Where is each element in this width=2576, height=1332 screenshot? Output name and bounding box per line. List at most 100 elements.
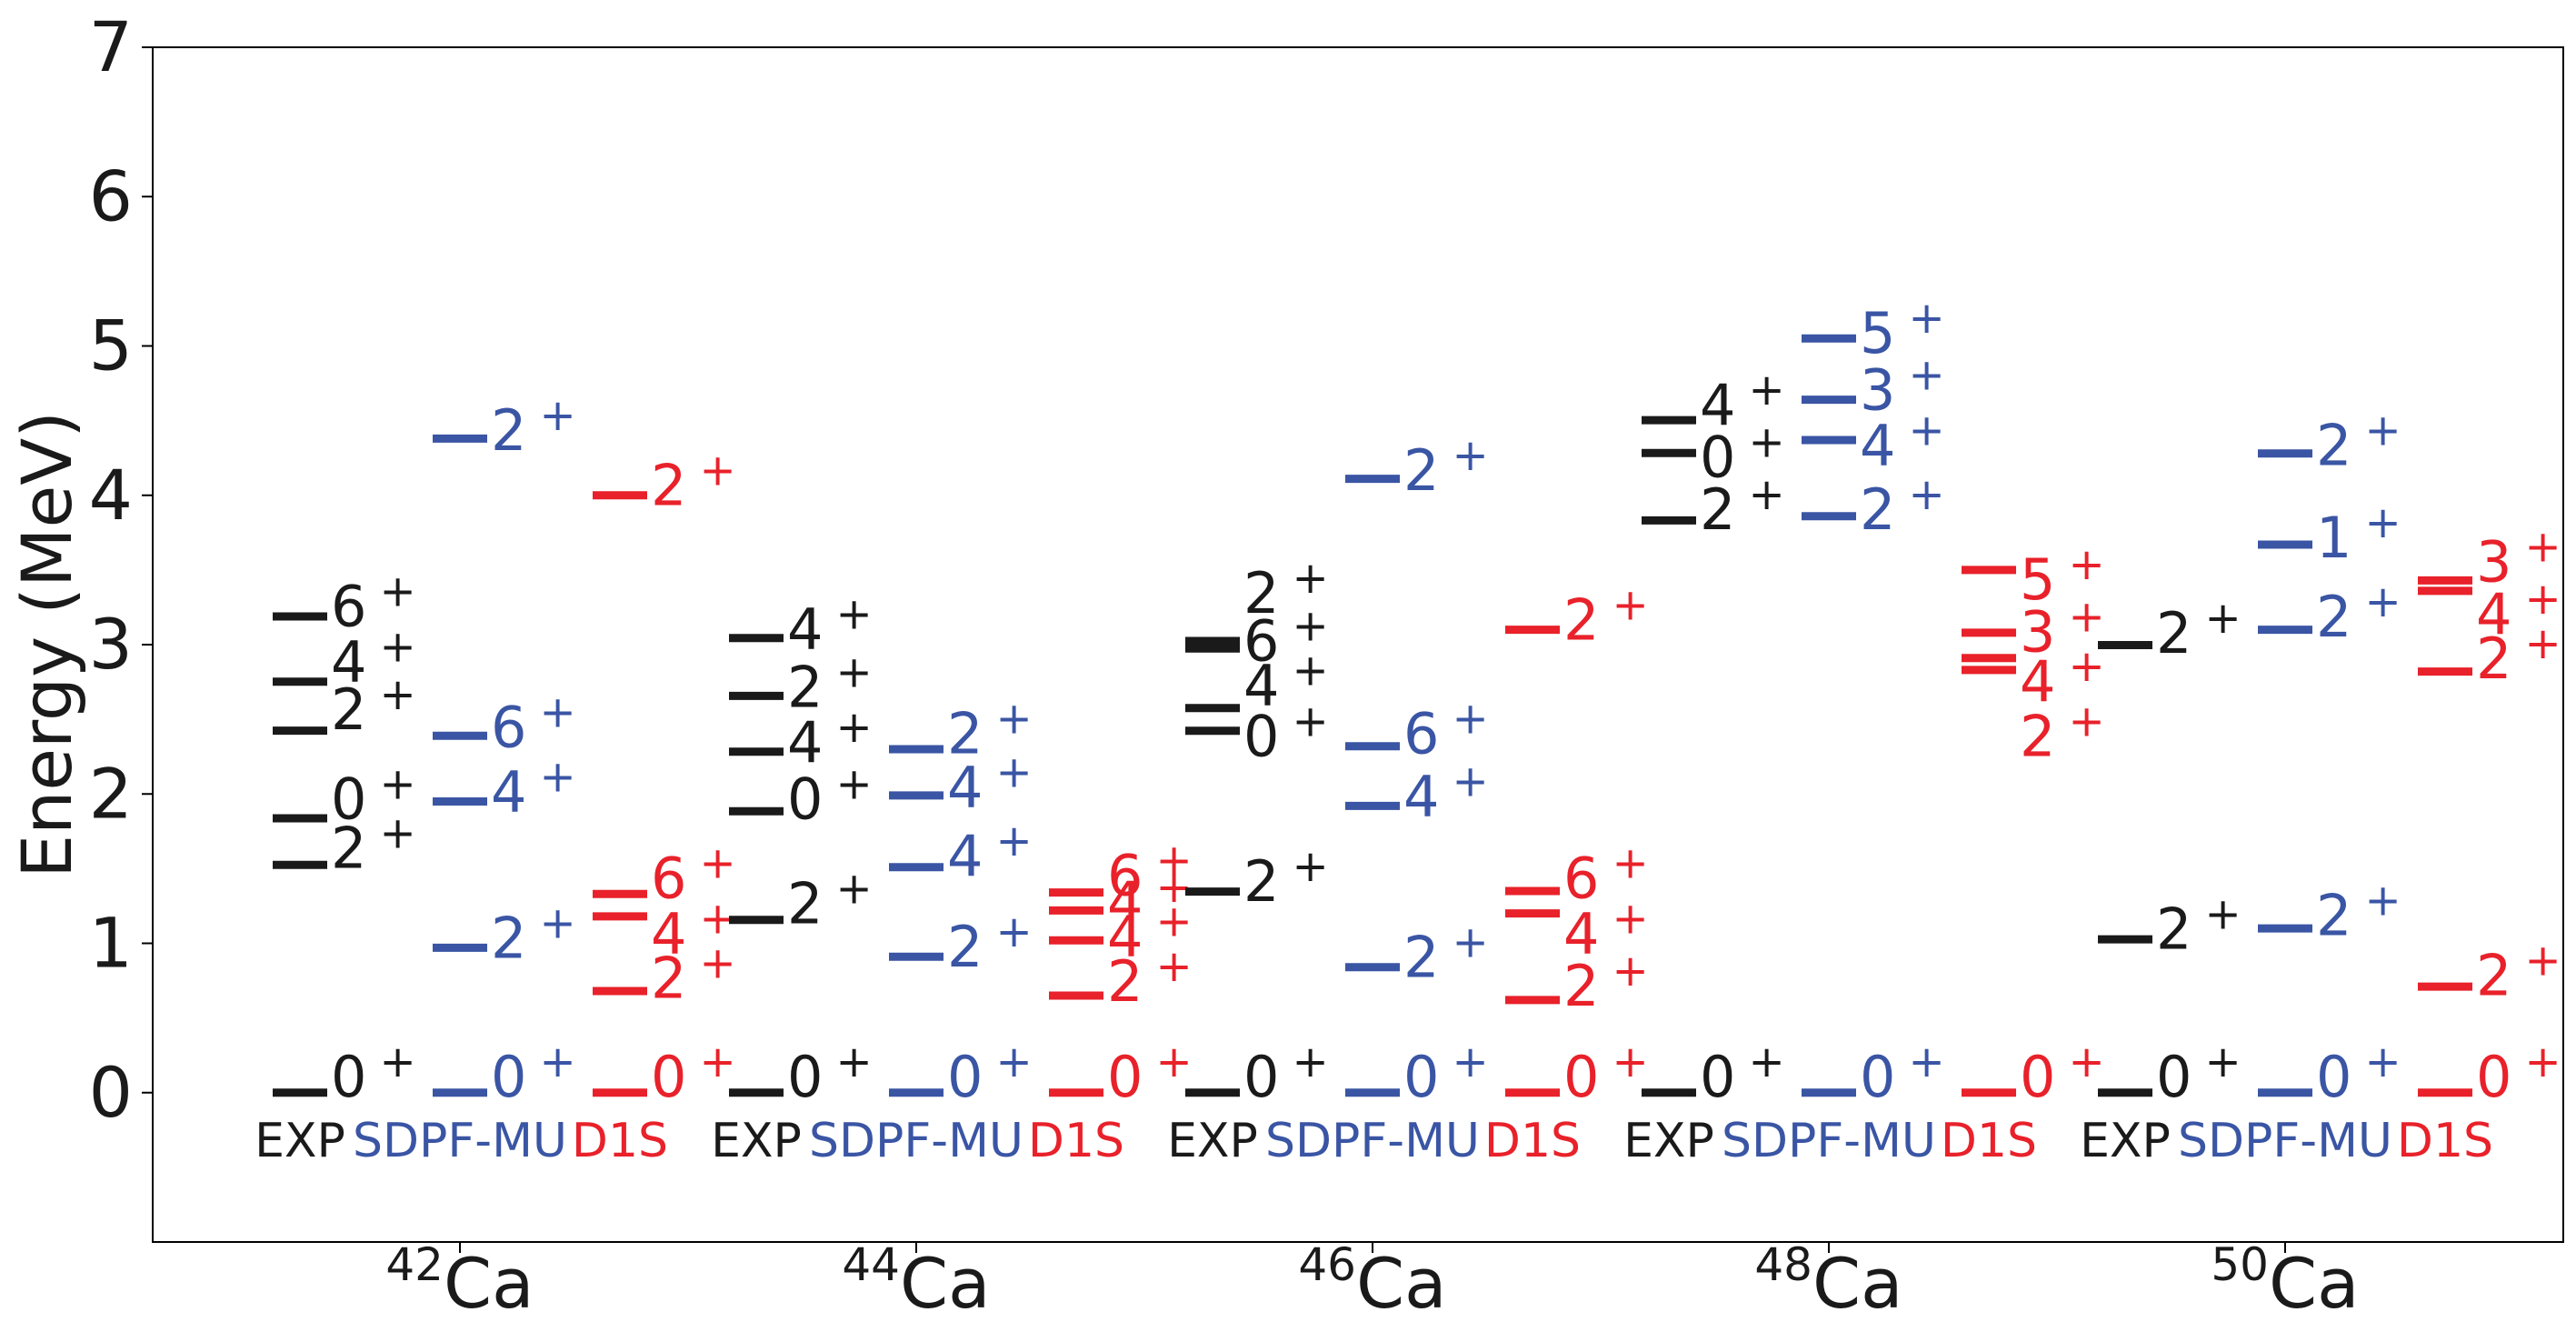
method-label-exp: EXP <box>1623 1114 1714 1168</box>
level-spin: 2 <box>787 871 823 937</box>
level-label: 0 + <box>2316 1037 2401 1110</box>
level-spin: 4 <box>1860 412 1895 478</box>
level-spin: 2 <box>1860 476 1895 543</box>
level-spin: 3 <box>2476 528 2511 595</box>
level-spin: 4 <box>491 758 526 825</box>
parity-sign: + <box>1452 430 1488 481</box>
level-spin: 1 <box>2316 505 2351 571</box>
parity-sign: + <box>2364 405 2401 456</box>
parity-sign: + <box>835 588 872 639</box>
level-label: 2 + <box>2020 696 2105 770</box>
level-label: 6 + <box>1107 835 1193 908</box>
level-label: 0 + <box>1243 696 1329 770</box>
parity-sign: + <box>2068 539 2104 590</box>
level-label: 4 + <box>1700 365 1785 438</box>
level-spin: 2 <box>2316 412 2351 478</box>
level-label: 3 + <box>1860 349 1945 423</box>
level-label: 0 + <box>651 1037 736 1110</box>
parity-sign: + <box>835 1037 872 1087</box>
level-spin: 6 <box>1107 842 1143 908</box>
parity-sign: + <box>995 693 1032 744</box>
element-symbol: Ca <box>1812 1243 1903 1324</box>
method-label-sdpf-mu: SDPF-MU <box>809 1114 1023 1168</box>
level-spin: 0 <box>1563 1044 1599 1110</box>
parity-sign: + <box>379 669 415 720</box>
level-label: 0 + <box>787 1037 873 1110</box>
level-spin: 2 <box>947 914 983 980</box>
level-spin: 6 <box>1243 607 1279 674</box>
mass-number: 44 <box>842 1238 900 1291</box>
parity-sign: + <box>995 1037 1032 1087</box>
parity-sign: + <box>379 808 415 859</box>
method-label-exp: EXP <box>255 1114 345 1168</box>
parity-sign: + <box>379 621 415 672</box>
parity-sign: + <box>835 759 872 810</box>
level-spin: 2 <box>2476 626 2511 692</box>
level-spin: 4 <box>1107 904 1143 970</box>
level-label: 2 + <box>1243 553 1329 626</box>
level-spin: 0 <box>2156 1044 2192 1110</box>
parity-sign: + <box>835 864 872 915</box>
element-symbol: Ca <box>900 1243 991 1324</box>
level-label: 2 + <box>1403 917 1489 991</box>
parity-sign: + <box>1292 646 1328 696</box>
level-spin: 2 <box>1563 586 1599 653</box>
level-label: 2 + <box>2476 935 2561 1008</box>
level-spin: 4 <box>651 900 686 966</box>
parity-sign: + <box>1452 756 1488 806</box>
parity-sign: + <box>1908 405 1944 456</box>
parity-sign: + <box>539 687 575 738</box>
level-spin: 0 <box>491 1044 526 1110</box>
method-label-exp: EXP <box>711 1114 802 1168</box>
level-label: 0 + <box>331 1037 416 1110</box>
level-spin: 2 <box>2316 883 2351 949</box>
y-tick-label: 7 <box>89 6 133 87</box>
y-axis-title: Energy (MeV) <box>6 411 87 878</box>
level-spin: 6 <box>331 574 366 640</box>
level-spin: 4 <box>2020 648 2055 715</box>
level-label: 0 + <box>2156 1037 2242 1110</box>
parity-sign: + <box>1748 365 1784 416</box>
parity-sign: + <box>379 759 415 810</box>
level-label: 2 + <box>651 446 736 519</box>
level-spin: 0 <box>331 1044 366 1110</box>
parity-sign: + <box>2364 876 2401 926</box>
level-spin: 2 <box>947 700 983 766</box>
level-spin: 4 <box>1700 372 1735 438</box>
level-label: 0 + <box>1403 1037 1489 1110</box>
level-spin: 4 <box>947 754 983 820</box>
level-spin: 0 <box>787 1044 823 1110</box>
level-spin: 0 <box>1860 1044 1895 1110</box>
column-sdpf-mu: 0 +2 +4 +6 +2 +SDPF-MU <box>353 390 576 1168</box>
column-sdpf-mu: 0 +2 +4 +6 +2 +SDPF-MU <box>1265 430 1489 1168</box>
level-label: 0 + <box>947 1037 1033 1110</box>
method-label-exp: EXP <box>2080 1114 2171 1168</box>
method-label-d1s: D1S <box>1028 1114 1124 1168</box>
y-tick-label: 5 <box>89 305 133 386</box>
level-label: 6 + <box>1243 600 1329 674</box>
level-label: 2 + <box>491 390 576 464</box>
parity-sign: + <box>2204 888 2241 939</box>
level-label: 2 + <box>947 693 1033 766</box>
level-spin: 6 <box>651 846 686 912</box>
level-label: 6 + <box>1563 838 1649 912</box>
parity-sign: + <box>835 702 872 753</box>
level-spin: 6 <box>1403 700 1439 766</box>
parity-sign: + <box>539 751 575 802</box>
level-spin: 4 <box>1107 869 1143 936</box>
level-spin: 2 <box>1107 948 1143 1015</box>
level-label: 2 + <box>1243 841 1329 915</box>
level-label: 4 + <box>2476 574 2561 647</box>
level-label: 4 + <box>1563 893 1649 966</box>
parity-sign: + <box>2524 521 2561 572</box>
level-spin: 2 <box>2156 600 2192 666</box>
level-spin: 2 <box>2020 704 2055 770</box>
level-label: 2 + <box>2316 576 2401 650</box>
mass-number: 46 <box>1298 1238 1356 1291</box>
level-label: 0 + <box>331 759 416 833</box>
level-spin: 0 <box>1243 704 1279 770</box>
parity-sign: + <box>995 746 1032 797</box>
